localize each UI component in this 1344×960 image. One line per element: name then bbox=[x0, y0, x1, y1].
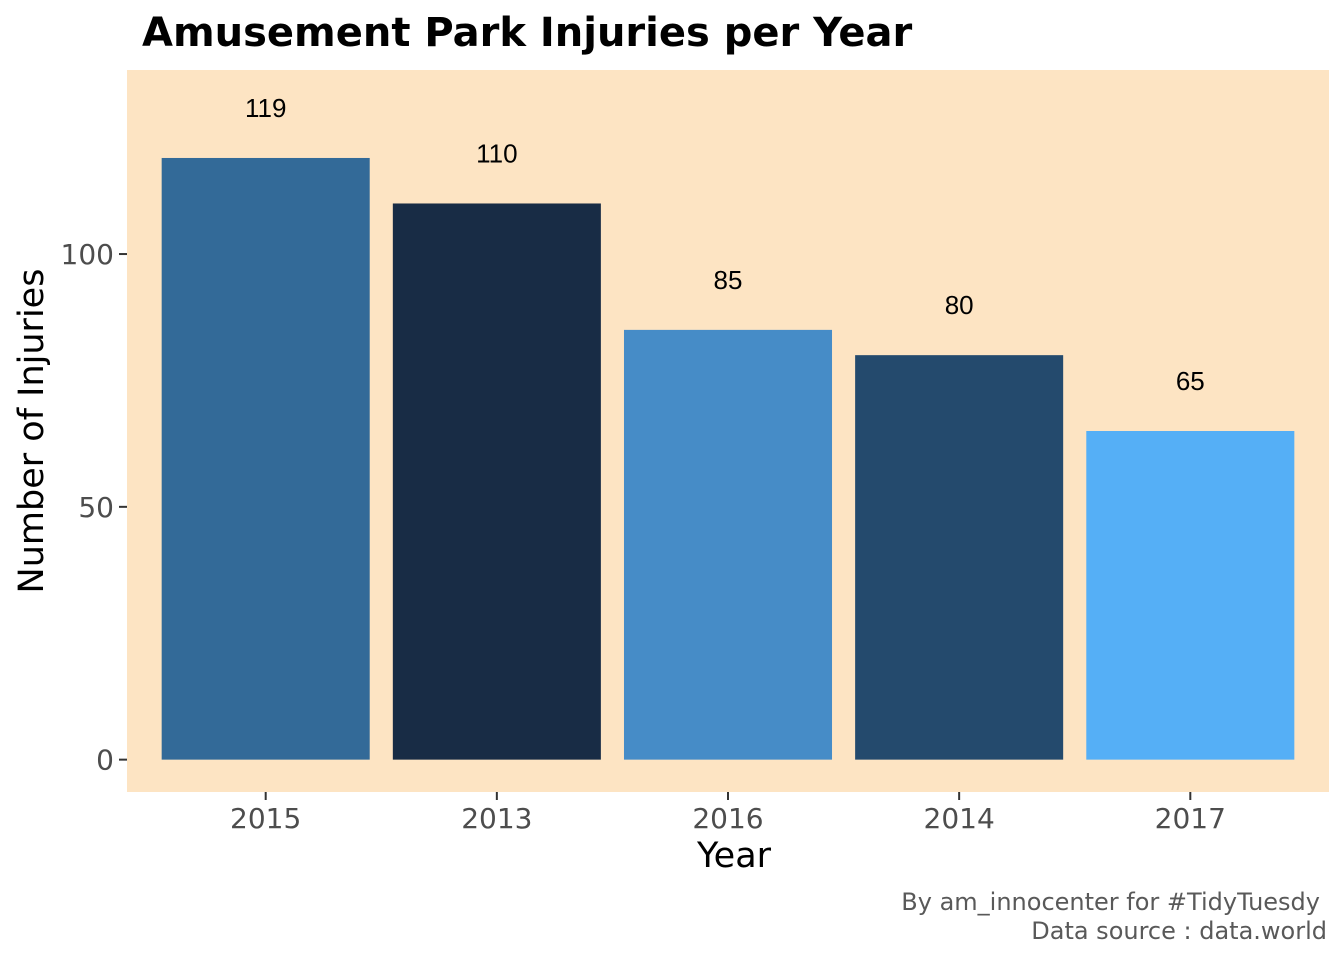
y-axis: 0 50 100 bbox=[61, 238, 127, 777]
data-label-2015: 119 bbox=[245, 93, 286, 123]
bar-2013 bbox=[392, 203, 601, 760]
caption-author: By am_innocenter for #TidyTuesdy bbox=[901, 888, 1320, 916]
bar-2015 bbox=[161, 157, 370, 760]
data-label-2014: 80 bbox=[945, 290, 974, 320]
x-tick-label-2015: 2015 bbox=[230, 802, 301, 835]
chart-title: Amusement Park Injuries per Year bbox=[142, 10, 913, 56]
y-tick-label-100: 100 bbox=[61, 238, 114, 271]
x-axis: 2015 2013 2016 2014 2017 bbox=[230, 792, 1226, 835]
y-tick-label-0: 0 bbox=[96, 744, 114, 777]
x-tick-label-2016: 2016 bbox=[692, 802, 763, 835]
caption-source: Data source : data.world bbox=[1031, 917, 1327, 945]
x-tick-label-2013: 2013 bbox=[461, 802, 532, 835]
data-label-2013: 110 bbox=[476, 138, 517, 168]
bar-2014 bbox=[855, 355, 1064, 760]
x-tick-label-2017: 2017 bbox=[1155, 802, 1226, 835]
bar-2017 bbox=[1086, 431, 1295, 760]
data-label-2016: 85 bbox=[714, 265, 743, 295]
data-label-2017: 65 bbox=[1176, 366, 1205, 396]
y-axis-title: Number of Injuries bbox=[12, 269, 52, 594]
bar-2016 bbox=[623, 329, 833, 760]
bars-layer bbox=[161, 157, 1295, 760]
x-axis-title: Year bbox=[696, 836, 772, 876]
y-tick-label-50: 50 bbox=[78, 491, 114, 524]
x-tick-label-2014: 2014 bbox=[924, 802, 995, 835]
data-labels-layer: 119 110 85 80 65 bbox=[245, 93, 1205, 396]
